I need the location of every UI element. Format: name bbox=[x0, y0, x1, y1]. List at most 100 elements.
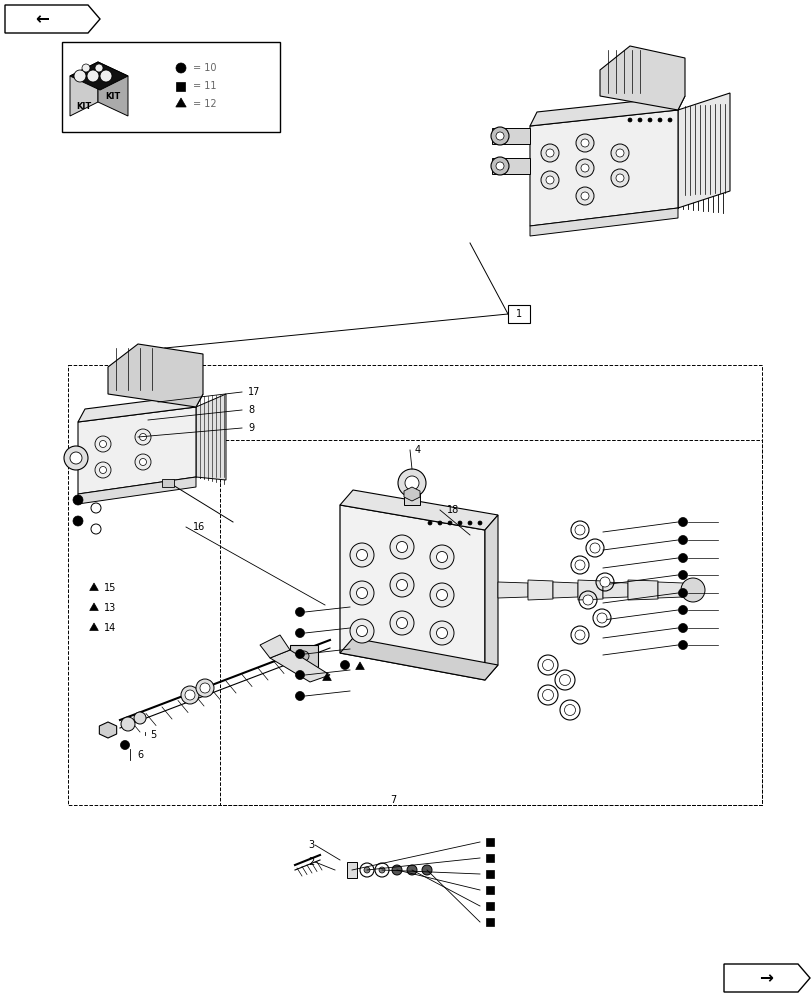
Circle shape bbox=[135, 454, 151, 470]
Circle shape bbox=[678, 554, 687, 562]
Circle shape bbox=[496, 132, 504, 140]
Polygon shape bbox=[627, 580, 657, 600]
Circle shape bbox=[678, 518, 687, 526]
Circle shape bbox=[389, 611, 414, 635]
Circle shape bbox=[540, 144, 558, 162]
Circle shape bbox=[73, 495, 83, 505]
Text: 15: 15 bbox=[104, 583, 116, 593]
Polygon shape bbox=[260, 635, 290, 658]
Polygon shape bbox=[270, 650, 329, 682]
Text: KIT: KIT bbox=[76, 102, 92, 111]
Circle shape bbox=[340, 660, 349, 670]
Polygon shape bbox=[497, 582, 527, 598]
Circle shape bbox=[181, 686, 199, 704]
Circle shape bbox=[82, 64, 90, 72]
Circle shape bbox=[95, 64, 103, 72]
Circle shape bbox=[396, 617, 407, 629]
Circle shape bbox=[100, 466, 106, 474]
Circle shape bbox=[295, 607, 304, 616]
Circle shape bbox=[616, 174, 623, 182]
Circle shape bbox=[422, 865, 431, 875]
Circle shape bbox=[559, 674, 570, 686]
Circle shape bbox=[200, 683, 210, 693]
Bar bbox=[486, 918, 493, 926]
Text: 14: 14 bbox=[104, 623, 116, 633]
Circle shape bbox=[176, 63, 186, 73]
Circle shape bbox=[295, 650, 304, 658]
Polygon shape bbox=[491, 128, 530, 144]
Bar bbox=[220, 440, 761, 805]
Circle shape bbox=[185, 690, 195, 700]
Polygon shape bbox=[404, 487, 419, 501]
Circle shape bbox=[95, 462, 111, 478]
Circle shape bbox=[582, 595, 592, 605]
Circle shape bbox=[590, 543, 599, 553]
Circle shape bbox=[74, 70, 86, 82]
Polygon shape bbox=[340, 638, 497, 680]
Circle shape bbox=[295, 692, 304, 700]
Circle shape bbox=[575, 187, 594, 205]
Polygon shape bbox=[723, 964, 809, 992]
Polygon shape bbox=[176, 98, 186, 107]
Polygon shape bbox=[677, 93, 729, 208]
Polygon shape bbox=[530, 110, 677, 226]
Polygon shape bbox=[599, 46, 684, 110]
Circle shape bbox=[680, 578, 704, 602]
Circle shape bbox=[295, 629, 304, 638]
Circle shape bbox=[397, 469, 426, 497]
Circle shape bbox=[396, 542, 407, 552]
Polygon shape bbox=[99, 722, 117, 738]
Circle shape bbox=[581, 164, 588, 172]
Circle shape bbox=[596, 613, 607, 623]
Text: 13: 13 bbox=[104, 603, 116, 613]
Polygon shape bbox=[89, 603, 98, 610]
Circle shape bbox=[427, 521, 431, 525]
Circle shape bbox=[542, 690, 553, 700]
Circle shape bbox=[545, 149, 553, 157]
Circle shape bbox=[627, 118, 631, 122]
Circle shape bbox=[616, 149, 623, 157]
Bar bbox=[68, 365, 761, 805]
Circle shape bbox=[467, 521, 471, 525]
Circle shape bbox=[356, 626, 367, 637]
Circle shape bbox=[448, 521, 452, 525]
Text: = 11: = 11 bbox=[193, 81, 217, 91]
Circle shape bbox=[379, 867, 384, 873]
Circle shape bbox=[667, 118, 672, 122]
Circle shape bbox=[657, 118, 661, 122]
Text: 2: 2 bbox=[307, 857, 314, 867]
Circle shape bbox=[575, 134, 594, 152]
Circle shape bbox=[574, 560, 584, 570]
Circle shape bbox=[574, 525, 584, 535]
Text: 1: 1 bbox=[515, 309, 521, 319]
Circle shape bbox=[134, 712, 146, 724]
Bar bbox=[290, 645, 318, 667]
Polygon shape bbox=[70, 62, 128, 90]
Circle shape bbox=[64, 446, 88, 470]
Polygon shape bbox=[195, 394, 225, 480]
Bar bbox=[404, 493, 419, 505]
Circle shape bbox=[436, 552, 447, 562]
Circle shape bbox=[430, 545, 453, 569]
Bar bbox=[486, 902, 493, 910]
Circle shape bbox=[405, 476, 418, 490]
Circle shape bbox=[436, 589, 447, 600]
Text: 9: 9 bbox=[247, 423, 254, 433]
Bar bbox=[486, 870, 493, 878]
Polygon shape bbox=[527, 580, 552, 600]
Circle shape bbox=[100, 70, 112, 82]
Circle shape bbox=[295, 670, 304, 680]
Circle shape bbox=[139, 458, 146, 466]
Polygon shape bbox=[552, 582, 577, 598]
Text: 6: 6 bbox=[137, 750, 143, 760]
Text: →: → bbox=[758, 969, 772, 987]
Circle shape bbox=[350, 581, 374, 605]
Polygon shape bbox=[162, 479, 174, 487]
Polygon shape bbox=[603, 582, 627, 598]
Text: 18: 18 bbox=[446, 505, 459, 515]
Polygon shape bbox=[657, 582, 682, 598]
Circle shape bbox=[678, 570, 687, 580]
Circle shape bbox=[363, 867, 370, 873]
Circle shape bbox=[647, 118, 651, 122]
Polygon shape bbox=[340, 490, 497, 530]
